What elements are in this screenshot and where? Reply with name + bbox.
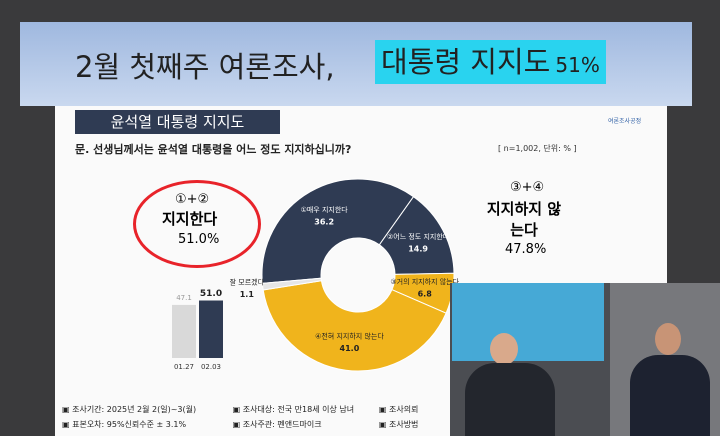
support-circle — [133, 180, 261, 268]
support-value: 51.0% — [178, 232, 220, 247]
bar — [172, 304, 196, 358]
bar-category: 01.27 — [174, 363, 194, 371]
banner: 2월 첫째주 여론조사, 대통령 지지도 51% — [20, 22, 692, 106]
sample-note: [ n=1,002, 단위: % ] — [498, 144, 577, 153]
donut-slice — [261, 178, 415, 284]
footer-item: ▣ 조사의뢰 — [378, 405, 419, 414]
slice-value: 14.9 — [408, 245, 428, 254]
highlight-box: 대통령 지지도 51% — [375, 40, 606, 84]
person-left — [490, 333, 518, 365]
slice-value: 6.8 — [418, 290, 433, 299]
slice-value: 36.2 — [314, 218, 334, 227]
oppose-value: 47.8% — [505, 242, 547, 257]
footer-item: ▣ 표본오차: 95%신뢰수준 ± 3.1% — [62, 420, 187, 429]
highlight-value: 51% — [555, 53, 600, 77]
oppose-marker: ③+④ — [510, 180, 545, 195]
support-marker: ①+② — [175, 192, 210, 207]
donut-slice — [261, 277, 323, 291]
footer: ▣ 조사기간: 2025년 2월 2(일)~3(월) ▣ 조사대상: 전국 만1… — [62, 402, 452, 432]
logo: 여론조사공정 — [608, 118, 642, 125]
person-right — [655, 323, 681, 355]
slice-label: ④전혀 지지하지 않는다 — [315, 331, 384, 340]
question: 문. 선생님께서는 윤석열 대통령을 어느 정도 지지하십니까? — [75, 143, 352, 156]
screen-panel — [452, 283, 604, 361]
bar — [199, 300, 223, 358]
donut-slice — [378, 195, 455, 275]
suit-left — [465, 363, 555, 436]
donut-slice — [262, 280, 447, 372]
shirt-right — [630, 355, 710, 436]
footer-item: ▣ 조사주관: 펜앤드마이크 — [232, 420, 322, 429]
footer-item: ▣ 조사대상: 전국 만18세 이상 남녀 — [232, 405, 355, 414]
slice-label: ①매우 지지한다 — [301, 205, 349, 214]
support-label: 지지한다 — [162, 210, 218, 228]
slice-label: 잘 모르겠다 — [230, 278, 265, 287]
section-title: 윤석열 대통령 지지도 — [75, 110, 280, 134]
bar-value: 47.1 — [176, 294, 192, 302]
video-overlay — [450, 283, 720, 436]
footer-item: ▣ 조사기간: 2025년 2월 2(일)~3(월) — [62, 405, 197, 414]
slice-label: ②어느 정도 지지한다 — [387, 232, 450, 241]
bar-value: 51.0 — [200, 289, 222, 299]
title: 2월 첫째주 여론조사, — [75, 50, 335, 84]
highlight: 대통령 지지도 — [381, 45, 551, 79]
bar-category: 02.03 — [201, 363, 221, 371]
slice-value: 41.0 — [340, 344, 360, 353]
slice-value: 1.1 — [240, 290, 255, 299]
oppose-label: 지지하지 않는다 — [486, 200, 562, 239]
slice-label: ③거의 지지하지 않는다 — [390, 277, 459, 286]
footer-item: ▣ 조사방법 — [378, 420, 419, 429]
